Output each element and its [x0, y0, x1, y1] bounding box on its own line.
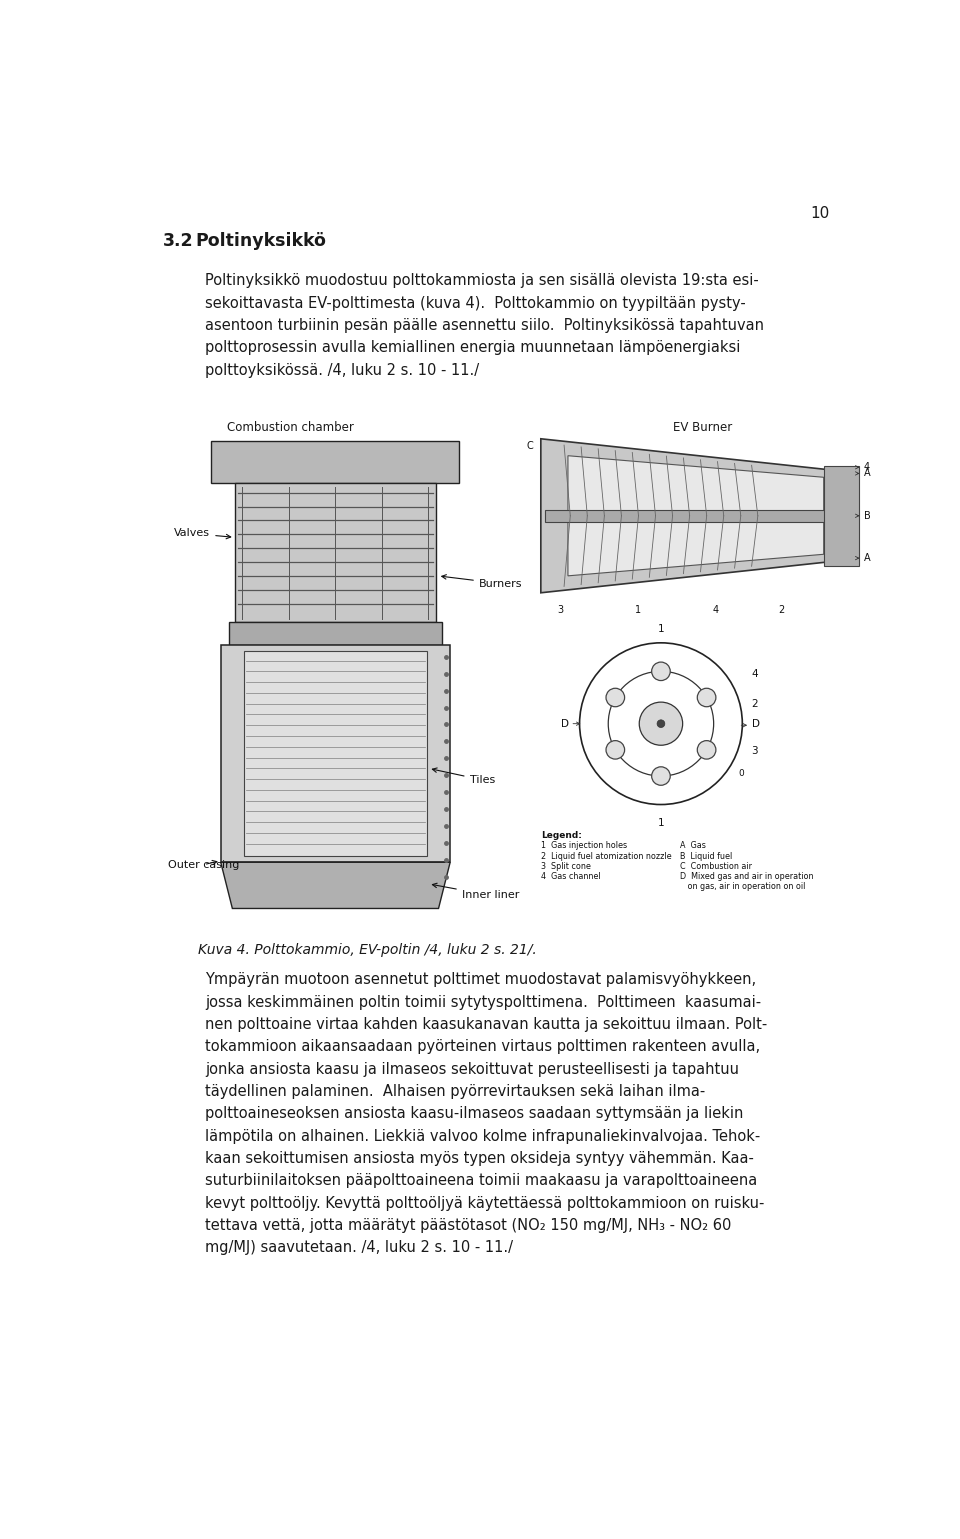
- Bar: [234, 483, 436, 622]
- Text: 1: 1: [658, 819, 664, 828]
- Circle shape: [697, 688, 716, 706]
- Bar: [244, 651, 427, 856]
- Text: 4: 4: [712, 605, 718, 616]
- Text: D: D: [561, 719, 568, 728]
- Text: Burners: Burners: [442, 574, 522, 588]
- Polygon shape: [540, 439, 828, 593]
- Text: 1: 1: [658, 623, 664, 634]
- Text: C: C: [526, 442, 533, 451]
- Text: Ympäyrän muotoon asennetut polttimet muodostavat palamisvyöhykkeen,: Ympäyrän muotoon asennetut polttimet muo…: [205, 973, 756, 988]
- Bar: [544, 509, 843, 522]
- Text: kevyt polttoöljy. Kevyttä polttoöljyä käytettäessä polttokammioon on ruisku-: kevyt polttoöljy. Kevyttä polttoöljyä kä…: [205, 1196, 764, 1211]
- Text: Outer casing: Outer casing: [168, 860, 239, 870]
- Text: mg/MJ) saavutetaan. /4, luku 2 s. 10 - 11./: mg/MJ) saavutetaan. /4, luku 2 s. 10 - 1…: [205, 1240, 514, 1256]
- Bar: [228, 622, 443, 645]
- Bar: [211, 442, 460, 483]
- Circle shape: [652, 766, 670, 785]
- Text: B  Liquid fuel: B Liquid fuel: [681, 851, 732, 860]
- Text: sekoittavasta EV-polttimesta (kuva 4).  Polttokammio on tyypiltään pysty-: sekoittavasta EV-polttimesta (kuva 4). P…: [205, 295, 746, 311]
- Text: jonka ansiosta kaasu ja ilmaseos sekoittuvat perusteellisesti ja tapahtuu: jonka ansiosta kaasu ja ilmaseos sekoitt…: [205, 1062, 739, 1077]
- Text: D  Mixed gas and air in operation: D Mixed gas and air in operation: [681, 871, 814, 880]
- Circle shape: [657, 720, 665, 728]
- Text: lämpötila on alhainen. Liekkiä valvoo kolme infrapunaliekinvalvojaa. Tehok-: lämpötila on alhainen. Liekkiä valvoo ko…: [205, 1128, 760, 1143]
- Text: kaan sekoittumisen ansiosta myös typen oksideja syntyy vähemmän. Kaa-: kaan sekoittumisen ansiosta myös typen o…: [205, 1151, 755, 1167]
- Polygon shape: [568, 456, 824, 576]
- Text: 2: 2: [778, 605, 784, 616]
- Text: 1  Gas injection holes: 1 Gas injection holes: [540, 842, 627, 851]
- Text: A: A: [864, 468, 871, 479]
- Text: Kuva 4. Polttokammio, EV-poltin /4, luku 2 s. 21/.: Kuva 4. Polttokammio, EV-poltin /4, luku…: [198, 943, 537, 957]
- Text: Poltinyksikkö: Poltinyksikkö: [195, 232, 326, 251]
- Polygon shape: [221, 862, 450, 908]
- Text: 3.2: 3.2: [162, 232, 193, 251]
- Text: 2  Liquid fuel atomization nozzle: 2 Liquid fuel atomization nozzle: [540, 851, 671, 860]
- Text: suturbiinilaitoksen pääpolttoaineena toimii maakaasu ja varapolttoaineena: suturbiinilaitoksen pääpolttoaineena toi…: [205, 1173, 757, 1188]
- Text: polttoaineseoksen ansiosta kaasu-ilmaseos saadaan syttymsään ja liekin: polttoaineseoksen ansiosta kaasu-ilmaseo…: [205, 1107, 744, 1122]
- Text: 4: 4: [752, 668, 758, 679]
- Text: 0: 0: [738, 770, 744, 779]
- Text: tettava vettä, jotta määrätyt päästötasot (NO₂ 150 mg/MJ, NH₃ - NO₂ 60: tettava vettä, jotta määrätyt päästötaso…: [205, 1217, 732, 1233]
- Text: B: B: [864, 511, 871, 520]
- Circle shape: [639, 702, 683, 745]
- Text: 10: 10: [810, 206, 829, 222]
- Text: D: D: [752, 719, 759, 728]
- Text: 3: 3: [752, 745, 758, 756]
- Circle shape: [606, 688, 625, 706]
- Bar: [221, 645, 450, 862]
- Text: polttoprosessin avulla kemiallinen energia muunnetaan lämpöenergiaksi: polttoprosessin avulla kemiallinen energ…: [205, 340, 740, 356]
- Text: 3  Split cone: 3 Split cone: [540, 862, 590, 871]
- Circle shape: [652, 662, 670, 680]
- Text: Poltinyksikkö muodostuu polttokammiosta ja sen sisällä olevista 19:sta esi-: Poltinyksikkö muodostuu polttokammiosta …: [205, 274, 759, 288]
- Circle shape: [697, 740, 716, 759]
- Text: 3: 3: [557, 605, 564, 616]
- Text: C  Combustion air: C Combustion air: [681, 862, 753, 871]
- Text: tokammioon aikaansaadaan pyörteinen virtaus polttimen rakenteen avulla,: tokammioon aikaansaadaan pyörteinen virt…: [205, 1039, 760, 1054]
- Text: Tiles: Tiles: [432, 768, 494, 785]
- Text: Valves: Valves: [175, 528, 230, 539]
- Text: EV Burner: EV Burner: [673, 422, 732, 434]
- Text: on gas, air in operation on oil: on gas, air in operation on oil: [681, 882, 805, 891]
- Circle shape: [606, 740, 625, 759]
- Text: 1: 1: [635, 605, 640, 616]
- Text: asentoon turbiinin pesän päälle asennettu siilo.  Poltinyksikössä tapahtuvan: asentoon turbiinin pesän päälle asennett…: [205, 319, 764, 332]
- Text: 2: 2: [752, 699, 758, 709]
- Text: A  Gas: A Gas: [681, 842, 707, 851]
- Text: jossa keskimmäinen poltin toimii sytytyspolttimena.  Polttimeen  kaasumai-: jossa keskimmäinen poltin toimii sytytys…: [205, 994, 761, 1010]
- Text: nen polttoaine virtaa kahden kaasukanavan kautta ja sekoittuu ilmaan. Polt-: nen polttoaine virtaa kahden kaasukanava…: [205, 1017, 767, 1033]
- Text: 4: 4: [864, 462, 870, 472]
- Text: A: A: [864, 553, 871, 563]
- Bar: [824, 466, 858, 566]
- Text: 4  Gas channel: 4 Gas channel: [540, 871, 600, 880]
- Text: Legend:: Legend:: [540, 831, 582, 840]
- Text: Inner liner: Inner liner: [432, 883, 519, 900]
- Text: täydellinen palaminen.  Alhaisen pyörrevirtauksen sekä laihan ilma-: täydellinen palaminen. Alhaisen pyörrevi…: [205, 1083, 706, 1099]
- Text: Combustion chamber: Combustion chamber: [227, 422, 354, 434]
- Text: polttoyksikössä. /4, luku 2 s. 10 - 11./: polttoyksikössä. /4, luku 2 s. 10 - 11./: [205, 363, 479, 377]
